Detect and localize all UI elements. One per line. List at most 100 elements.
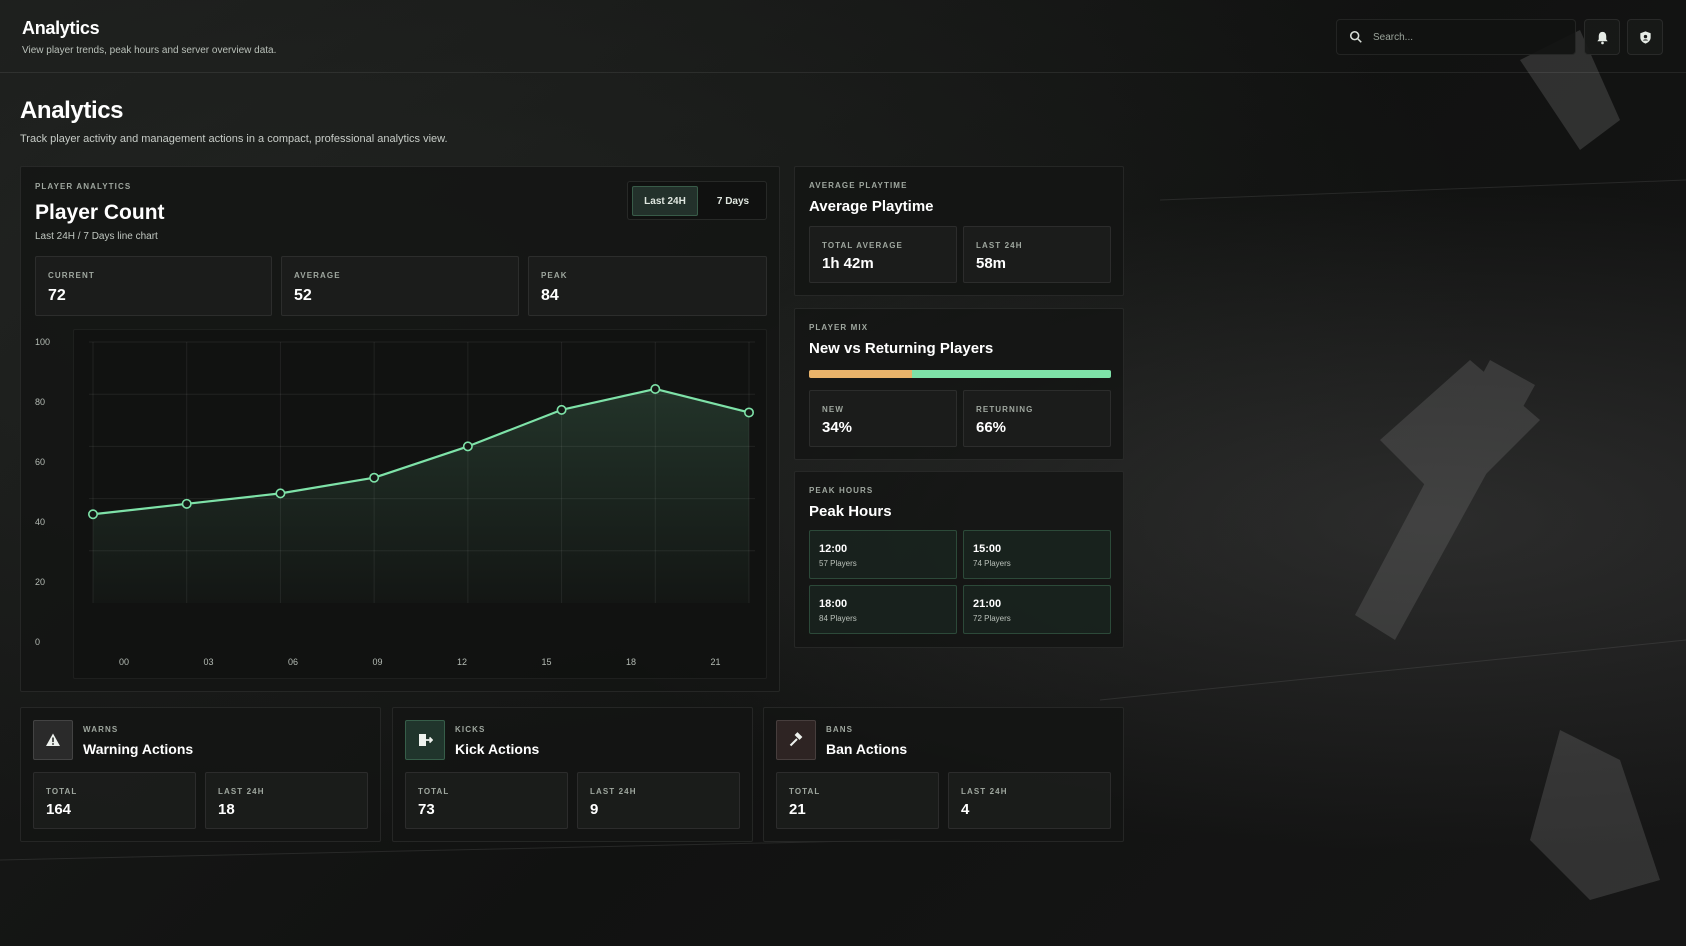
x-tick-label: 18 [626,657,636,667]
hammer-icon [789,732,803,747]
stat-playtime-last-24h-value: 58m [976,255,1007,272]
top-subtitle: View player trends, peak hours and serve… [22,45,277,56]
mix-bar-new [809,370,912,378]
data-point [181,498,192,509]
bans-total-value: 21 [789,801,806,818]
player-count-eyebrow: PLAYER ANALYTICS [35,182,132,191]
bans-last-24h-label: LAST 24H [961,787,1008,796]
peak-slot-2: 15:00 74 Players [963,530,1111,579]
stat-playtime-last-24h-label: LAST 24H [976,241,1023,250]
kick-actions-panel: KICKS Kick Actions TOTAL 73 LAST 24H 9 [392,707,753,842]
player-count-chart: 0 20 40 60 80 100 00 03 06 09 12 15 18 21 [35,337,755,667]
y-tick-label: 0 [35,637,40,647]
player-count-panel: PLAYER ANALYTICS Player Count Last 24H /… [20,166,780,692]
kicks-last-24h: LAST 24H 9 [577,772,740,829]
player-mix-title: New vs Returning Players [809,340,994,357]
peak-slot-1: 12:00 57 Players [809,530,957,579]
kicks-total: TOTAL 73 [405,772,568,829]
peak-hours-eyebrow: PEAK HOURS [809,486,874,495]
data-point [88,509,99,520]
notifications-button[interactable] [1584,19,1620,55]
data-point [462,441,473,452]
shield-user-icon [1639,30,1651,44]
stat-total-average: TOTAL AVERAGE 1h 42m [809,226,957,283]
stat-average-value: 52 [294,287,312,304]
player-mix-eyebrow: PLAYER MIX [809,323,869,332]
bans-last-24h: LAST 24H 4 [948,772,1111,829]
x-tick-label: 09 [372,657,382,667]
bans-last-24h-value: 4 [961,801,970,818]
kicks-last-24h-value: 9 [590,801,599,818]
warning-icon [46,733,60,746]
avg-playtime-eyebrow: AVERAGE PLAYTIME [809,181,908,190]
data-point [556,404,567,415]
stat-peak: PEAK 84 [528,256,767,316]
peak-slot-players: 57 Players [819,559,857,568]
warns-total-value: 164 [46,801,72,818]
bans-total-label: TOTAL [789,787,821,796]
series-area [93,388,749,603]
peak-slot-players: 84 Players [819,614,857,623]
player-count-title: Player Count [35,201,165,224]
stat-new-label: NEW [822,405,844,414]
toggle-7-days[interactable]: 7 Days [716,195,750,207]
bans-total: TOTAL 21 [776,772,939,829]
peak-slot-3: 18:00 84 Players [809,585,957,634]
avg-playtime-title: Average Playtime [809,198,934,215]
y-tick-label: 60 [35,457,45,467]
toggle-last-24h[interactable]: Last 24H [632,186,698,216]
peak-slot-4: 21:00 72 Players [963,585,1111,634]
warns-last-24h-label: LAST 24H [218,787,265,796]
x-tick-label: 12 [457,657,467,667]
search-placeholder: Search... [1373,31,1414,43]
avg-playtime-panel: AVERAGE PLAYTIME Average Playtime TOTAL … [794,166,1124,296]
peak-slot-time: 21:00 [973,598,1002,610]
ban-actions-panel: BANS Ban Actions TOTAL 21 LAST 24H 4 [763,707,1124,842]
data-point [369,472,380,483]
page-title: Analytics [20,97,124,124]
stat-new: NEW 34% [809,390,957,447]
x-tick-label: 15 [541,657,551,667]
y-tick-label: 40 [35,517,45,527]
kicks-total-value: 73 [418,801,435,818]
stat-peak-label: PEAK [541,271,568,280]
kicks-last-24h-label: LAST 24H [590,787,637,796]
stat-returning: RETURNING 66% [963,390,1111,447]
stat-average-label: AVERAGE [294,271,341,280]
warns-eyebrow: WARNS [83,725,119,734]
x-tick-label: 03 [203,657,213,667]
peak-hours-title: Peak Hours [809,503,892,520]
warns-title: Warning Actions [83,741,194,757]
kicks-eyebrow: KICKS [455,725,486,734]
range-toggle[interactable]: Last 24H 7 Days [627,181,767,220]
y-tick-label: 80 [35,397,45,407]
top-title: Analytics [22,18,100,38]
series-line [92,387,750,516]
stat-total-average-label: TOTAL AVERAGE [822,241,903,250]
warns-last-24h-value: 18 [218,801,235,818]
stat-current: CURRENT 72 [35,256,272,316]
bans-eyebrow: BANS [826,725,854,734]
search-input[interactable]: Search... [1336,19,1576,55]
kick-icon-tile [405,720,445,760]
top-bar: Analytics View player trends, peak hours… [0,0,1686,73]
data-point [650,383,661,394]
x-tick-label: 21 [710,657,720,667]
kicks-total-label: TOTAL [418,787,450,796]
peak-slot-time: 18:00 [819,598,848,610]
stat-current-value: 72 [48,287,66,304]
y-tick-label: 100 [35,337,50,347]
warns-total-label: TOTAL [46,787,78,796]
bell-icon [1596,31,1608,44]
peak-slot-players: 72 Players [973,614,1011,623]
account-button[interactable] [1627,19,1663,55]
stat-returning-value: 66% [976,419,1007,436]
mix-bar-returning [911,370,1111,378]
kicks-title: Kick Actions [455,741,540,757]
bans-title: Ban Actions [826,741,908,757]
warning-actions-panel: WARNS Warning Actions TOTAL 164 LAST 24H… [20,707,381,842]
player-count-subtitle: Last 24H / 7 Days line chart [35,231,158,242]
peak-hours-panel: PEAK HOURS Peak Hours 12:00 57 Players 1… [794,471,1124,648]
stat-current-label: CURRENT [48,271,95,280]
peak-slot-time: 15:00 [973,543,1002,555]
